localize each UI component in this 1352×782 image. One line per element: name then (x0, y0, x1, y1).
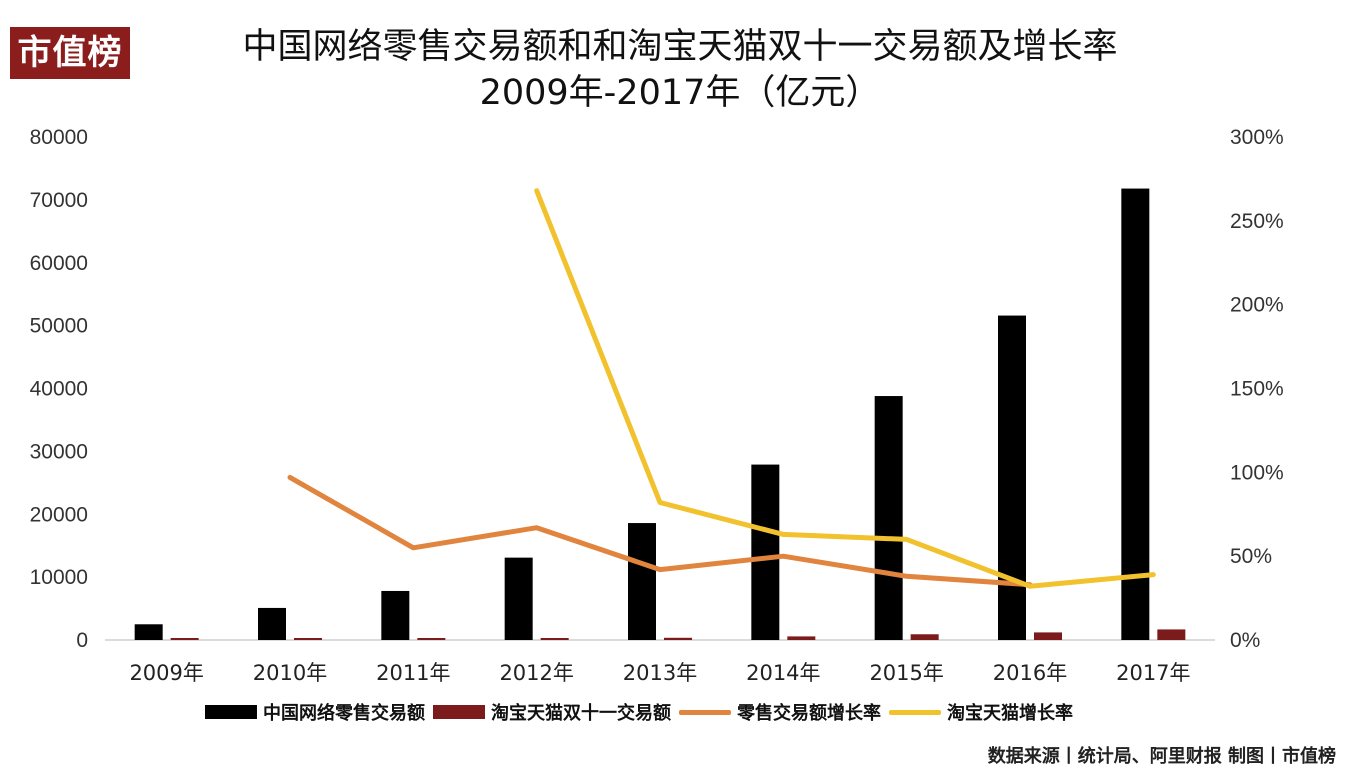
y-right-tick-label: 300% (1230, 126, 1284, 149)
bar-retail (134, 624, 163, 640)
source-note: 数据来源丨统计局、阿里财报 制图丨市值榜 (987, 746, 1336, 767)
legend-label-retail-growth: 零售交易额增长率 (737, 703, 881, 724)
y-left-tick-label: 0 (76, 629, 88, 652)
chart-title: 中国网络零售交易额和和淘宝天猫双十一交易额及增长率 2009年-2017年（亿元… (150, 24, 1210, 116)
line-taobao-growth (534, 188, 1156, 589)
y-left-tick-label: 60000 (30, 252, 88, 275)
legend-label-taobao: 淘宝天猫双十一交易额 (491, 703, 671, 724)
y-right-tick-label: 0% (1230, 629, 1260, 652)
y-right-tick-label: 150% (1230, 378, 1284, 401)
bar-retail (1121, 188, 1150, 640)
chart-title-line1: 中国网络零售交易额和和淘宝天猫双十一交易额及增长率 (242, 27, 1118, 67)
legend-label-taobao-growth: 淘宝天猫增长率 (947, 703, 1073, 724)
legend-item-taobao-growth: 淘宝天猫增长率 (889, 699, 1073, 725)
bar-retail (628, 523, 656, 640)
x-tick-label: 2012年 (499, 661, 573, 685)
y-left-tick-label: 30000 (30, 440, 88, 463)
x-tick-label: 2017年 (1116, 661, 1190, 685)
x-tick-label: 2013年 (623, 661, 697, 685)
bar-retail (751, 464, 780, 640)
y-right-tick-label: 100% (1230, 461, 1284, 484)
bar-taobao (417, 638, 446, 640)
x-tick-label: 2014年 (746, 661, 820, 685)
chart-svg: 80000 70000 60000 50000 40000 30000 20000 10000… (30, 126, 1284, 685)
y-right-tick-label: 250% (1230, 210, 1284, 233)
legend-swatch-retail (205, 705, 257, 719)
bar-retail (381, 590, 410, 640)
bar-retail (258, 607, 286, 640)
bar-taobao (787, 636, 816, 640)
legend: 中国网络零售交易额 淘宝天猫双十一交易额 零售交易额增长率 淘宝天猫增长率 (205, 700, 1081, 724)
bar-taobao (170, 638, 199, 640)
x-tick-label: 2016年 (993, 661, 1067, 685)
x-tick-label: 2010年 (253, 661, 327, 685)
y-left-tick-label: 80000 (30, 126, 88, 149)
bar-retail (998, 315, 1026, 640)
y-right-tick-label: 50% (1230, 545, 1272, 568)
y-left-tick-label: 40000 (30, 378, 88, 401)
legend-label-retail: 中国网络零售交易额 (263, 703, 425, 724)
bar-taobao (540, 638, 569, 640)
bar-taobao (664, 637, 692, 640)
legend-item-retail: 中国网络零售交易额 (205, 699, 425, 725)
bar-retail (504, 557, 533, 640)
x-tick-label: 2015年 (869, 661, 943, 685)
y-left-tick-label: 20000 (30, 503, 88, 526)
legend-swatch-taobao-growth (889, 709, 941, 715)
y-right-tick-label: 200% (1230, 294, 1284, 317)
bar-taobao (1157, 629, 1186, 640)
legend-swatch-taobao (433, 705, 485, 719)
y-left-tick-label: 70000 (30, 189, 88, 212)
legend-swatch-retail-growth (679, 709, 731, 715)
legend-item-taobao: 淘宝天猫双十一交易额 (433, 699, 671, 725)
logo: 市值榜 (10, 27, 130, 79)
legend-item-retail-growth: 零售交易额增长率 (679, 699, 881, 725)
x-tick-label: 2011年 (376, 661, 450, 685)
bar-taobao (1034, 632, 1062, 640)
chart-title-line2: 2009年-2017年（亿元） (479, 73, 881, 113)
y-left-tick-label: 50000 (30, 315, 88, 338)
x-tick-label: 2009年 (129, 661, 203, 685)
y-left-tick-label: 10000 (30, 566, 88, 589)
line-retail-growth (287, 474, 1033, 588)
bar-taobao (910, 634, 939, 640)
bar-retail (874, 396, 903, 640)
bar-taobao (294, 638, 322, 640)
